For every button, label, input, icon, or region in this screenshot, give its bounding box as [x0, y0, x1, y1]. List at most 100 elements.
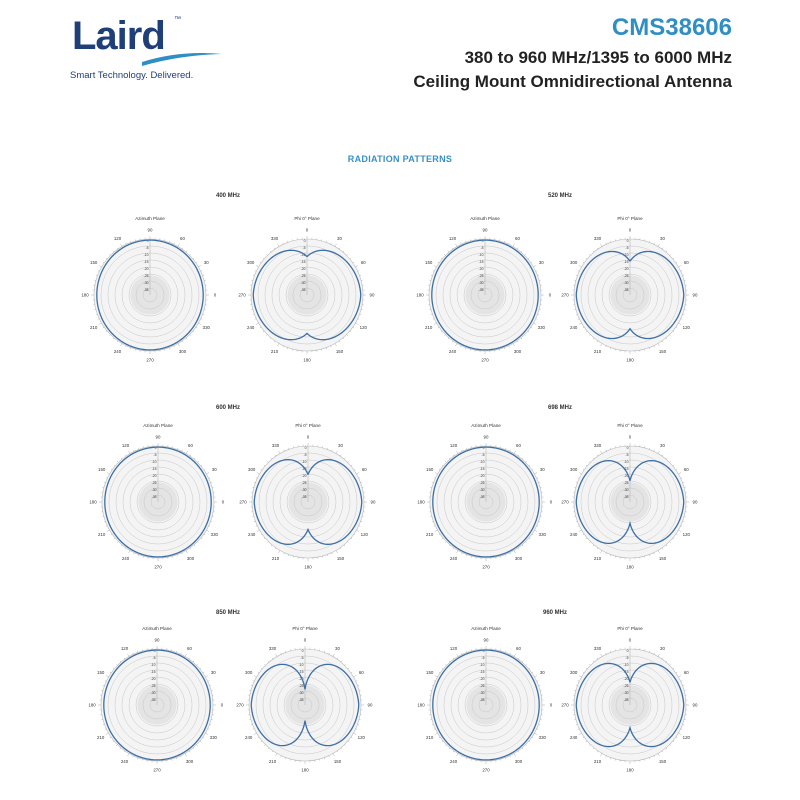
tick-mark [577, 477, 580, 479]
tick-mark [657, 450, 660, 454]
tick-mark [180, 755, 182, 758]
tick-mark [203, 468, 206, 471]
tick-mark [592, 747, 595, 750]
tick-mark [287, 347, 289, 350]
tick-mark [533, 322, 537, 325]
radial-tick-label: -20 [152, 474, 157, 478]
tick-mark [173, 345, 175, 348]
tick-mark [461, 449, 463, 452]
tick-mark [353, 468, 356, 471]
tick-mark [181, 247, 184, 250]
angle-label: 180 [303, 358, 311, 363]
tick-mark [578, 732, 582, 735]
tick-mark [513, 550, 516, 554]
tick-mark [525, 461, 527, 463]
angle-label: 270 [153, 768, 161, 773]
tick-mark [434, 472, 438, 475]
tick-mark [282, 345, 284, 348]
tick-mark [350, 464, 353, 467]
radial-tick-label: -15 [480, 467, 485, 471]
tick-mark [672, 667, 675, 670]
tick-mark [206, 529, 210, 532]
tick-mark [184, 653, 187, 657]
tick-mark [585, 464, 588, 467]
logo-trademark: ™ [174, 16, 181, 23]
angle-label: 150 [425, 260, 433, 265]
angle-label: 270 [481, 358, 489, 363]
tick-mark [582, 533, 585, 536]
tick-mark [434, 732, 438, 735]
radial-tick-label: -35 [624, 288, 629, 292]
tick-mark [437, 261, 440, 264]
radial-tick-label: -20 [151, 677, 156, 681]
pattern-trace [575, 459, 685, 545]
radial-tick-label: -25 [624, 684, 629, 688]
tick-mark [119, 747, 122, 750]
tick-mark [323, 650, 325, 653]
tick-mark [360, 482, 363, 484]
radial-tick-label: -10 [480, 460, 485, 464]
angle-label: 150 [659, 556, 667, 561]
tick-mark [95, 275, 98, 277]
angle-label: 180 [417, 703, 425, 708]
tick-mark [325, 347, 327, 350]
tick-mark [536, 525, 539, 527]
angle-label: 210 [90, 325, 98, 330]
tick-mark [106, 472, 110, 475]
tick-mark [350, 537, 353, 540]
tick-mark [256, 529, 260, 532]
radial-tick-label: -30 [479, 281, 484, 285]
tick-mark [267, 541, 269, 543]
tick-mark [653, 652, 655, 655]
radial-tick-label: -10 [302, 460, 307, 464]
angle-label: 120 [122, 443, 130, 448]
tick-mark [339, 547, 342, 550]
tick-mark [521, 544, 524, 547]
tick-mark [355, 265, 359, 268]
tick-mark [255, 477, 258, 479]
tick-mark [665, 337, 668, 340]
tick-mark [330, 345, 332, 348]
tick-mark [112, 667, 115, 670]
angle-label: 150 [426, 670, 434, 675]
tick-mark [437, 326, 440, 329]
tick-mark [577, 728, 580, 730]
plane-title: Phi 0° Plane [617, 423, 643, 428]
pattern-group: 850 MHz0-5-10-15-20-25-30-35906030033030… [88, 610, 373, 773]
tick-mark [444, 254, 446, 256]
plane-title: Phi 0° Plane [292, 626, 318, 631]
tick-mark [116, 664, 118, 666]
angle-label: 30 [660, 443, 665, 448]
tick-mark [255, 265, 259, 268]
angle-label: 330 [594, 443, 602, 448]
angle-label: 30 [540, 670, 545, 675]
pattern-trace [96, 239, 204, 351]
tick-mark [653, 449, 655, 452]
tick-mark [287, 240, 289, 243]
angle-label: 120 [450, 646, 458, 651]
tick-mark [112, 337, 115, 340]
tick-mark [600, 753, 603, 757]
tick-mark [109, 736, 112, 739]
radial-tick-label: -5 [153, 453, 156, 457]
tick-mark [210, 482, 213, 484]
tick-mark [530, 326, 533, 329]
radial-tick-label: -20 [480, 677, 485, 681]
tick-mark [520, 337, 523, 340]
tick-mark [456, 653, 459, 657]
pattern-trace [432, 649, 540, 761]
angle-label: 240 [570, 735, 578, 740]
radial-tick-label: -20 [624, 474, 629, 478]
tick-mark [585, 667, 588, 670]
angle-label: 330 [594, 236, 602, 241]
tick-mark [120, 343, 123, 347]
tick-mark [120, 544, 123, 547]
tick-mark [331, 449, 333, 452]
phi-plot: 0 -5 -10 -15 -20 -25 -30 -35 0 30 60 90 120 150 180 210… [238, 216, 375, 363]
tick-mark [203, 533, 206, 536]
tick-mark [336, 657, 339, 660]
tick-mark [682, 685, 685, 687]
tick-mark [434, 675, 438, 678]
angle-label: 60 [684, 467, 689, 472]
radial-tick-label: -35 [301, 288, 306, 292]
